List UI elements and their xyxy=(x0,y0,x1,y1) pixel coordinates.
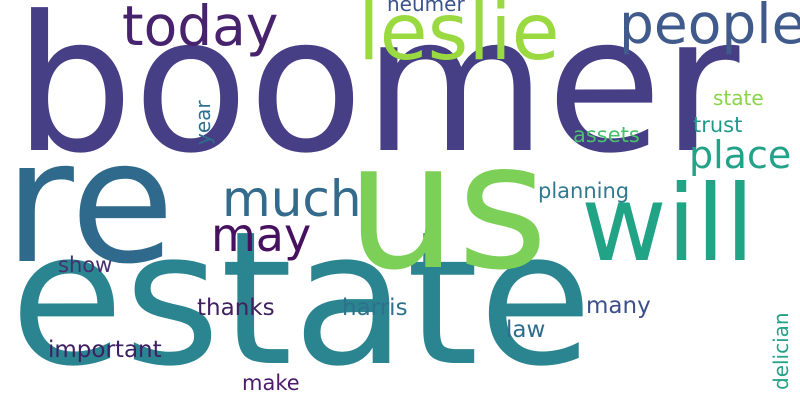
word-harris: harris xyxy=(342,295,408,321)
word-delician: delician xyxy=(769,312,793,390)
word-make: make xyxy=(242,371,300,395)
word-will: will xyxy=(581,163,755,285)
word-place: place xyxy=(689,133,792,177)
word-may: may xyxy=(211,208,312,262)
word-law: law xyxy=(506,317,546,343)
word-today: today xyxy=(122,0,279,58)
word-estate: estate xyxy=(10,191,593,400)
word-trust: trust xyxy=(693,113,743,137)
word-us: us xyxy=(346,106,549,309)
word-much: much xyxy=(222,170,362,228)
word-thanks: thanks xyxy=(197,295,275,321)
word-assets: assets xyxy=(573,123,640,147)
word-year: year xyxy=(191,100,215,145)
word-show: show xyxy=(58,253,113,277)
word-boomer: boomer xyxy=(14,0,740,195)
word-re: re xyxy=(4,104,175,302)
word-many: many xyxy=(586,293,651,319)
word-neumer: neumer xyxy=(387,0,465,16)
word-important: important xyxy=(48,337,162,363)
word-state: state xyxy=(713,86,764,110)
word-leslie: leslie xyxy=(358,0,560,78)
word-planning: planning xyxy=(538,179,630,203)
word-people: people xyxy=(619,0,800,56)
